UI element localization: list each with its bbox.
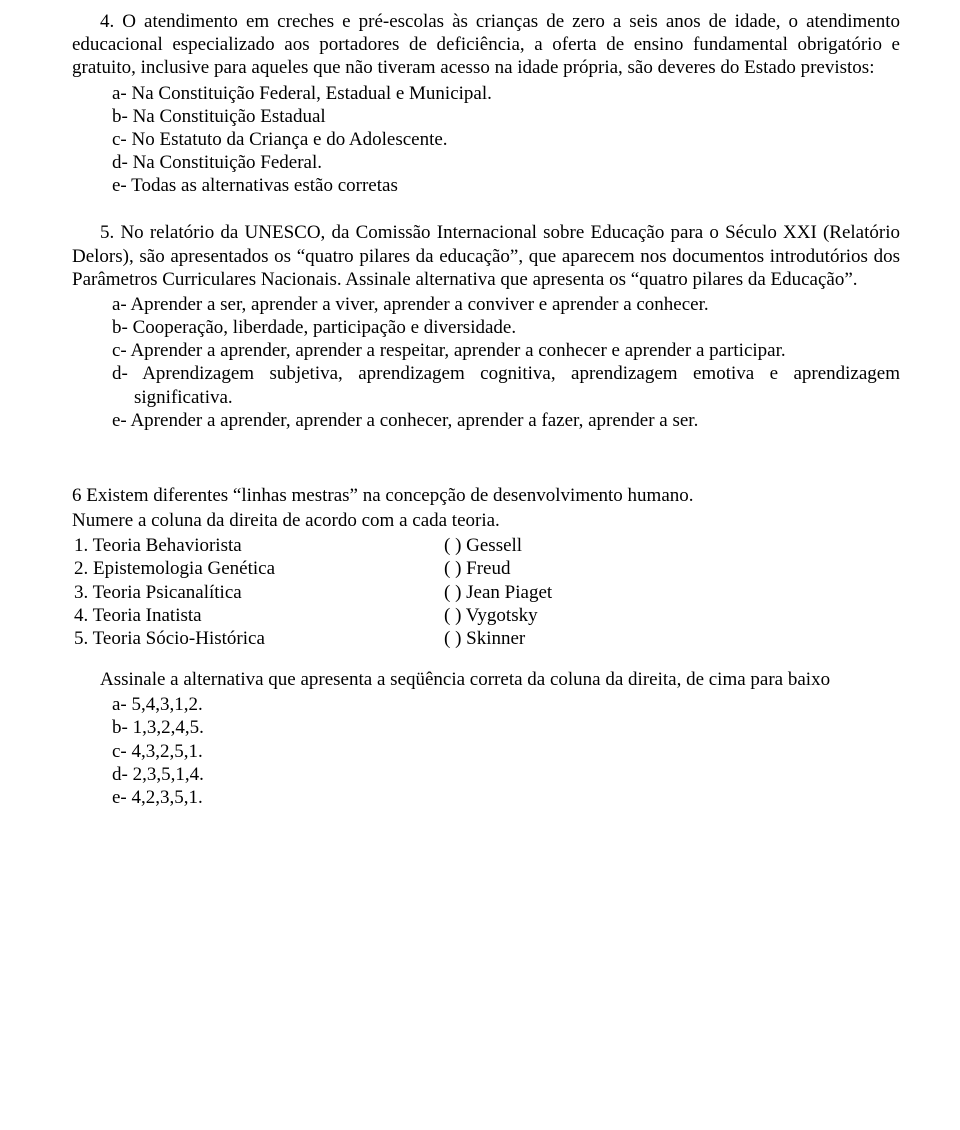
q4-option-d[interactable]: d- Na Constituição Federal. [112,151,900,174]
q4-stem: 4. O atendimento em creches e pré-escola… [72,10,900,80]
q6-stem-line1: 6 Existem diferentes “linhas mestras” na… [72,484,900,507]
q6-match-right-5[interactable]: ( ) Skinner [444,627,900,650]
q6-option-b[interactable]: b- 1,3,2,4,5. [112,716,900,739]
q6-stem-line2: Numere a coluna da direita de acordo com… [72,509,900,532]
q6-sequence-intro: Assinale a alternativa que apresenta a s… [72,668,900,691]
q5-option-b[interactable]: b- Cooperação, liberdade, participação e… [112,316,900,339]
q5-stem: 5. No relatório da UNESCO, da Comissão I… [72,221,900,291]
q5-option-e[interactable]: e- Aprender a aprender, aprender a conhe… [112,409,900,432]
q6-match-right-3[interactable]: ( ) Jean Piaget [444,581,900,604]
q6-match-left-2: 2. Epistemologia Genética [74,557,444,580]
q6-match-right-2[interactable]: ( ) Freud [444,557,900,580]
q6-match-left-5: 5. Teoria Sócio-Histórica [74,627,444,650]
q6-match-block: 1. Teoria Behaviorista ( ) Gessell 2. Ep… [72,534,900,650]
q6-option-e[interactable]: e- 4,2,3,5,1. [112,786,900,809]
q5-option-c[interactable]: c- Aprender a aprender, aprender a respe… [112,339,900,362]
q6-match-right-4[interactable]: ( ) Vygotsky [444,604,900,627]
q6-match-left-4: 4. Teoria Inatista [74,604,444,627]
q6-match-right-1[interactable]: ( ) Gessell [444,534,900,557]
q4-option-c[interactable]: c- No Estatuto da Criança e do Adolescen… [112,128,900,151]
spacer [72,456,900,484]
q6-match-row-1: 1. Teoria Behaviorista ( ) Gessell [74,534,900,557]
q6-match-row-2: 2. Epistemologia Genética ( ) Freud [74,557,900,580]
q4-option-b[interactable]: b- Na Constituição Estadual [112,105,900,128]
q6-option-d[interactable]: d- 2,3,5,1,4. [112,763,900,786]
q6-match-row-4: 4. Teoria Inatista ( ) Vygotsky [74,604,900,627]
q5-option-a[interactable]: a- Aprender a ser, aprender a viver, apr… [112,293,900,316]
q6-match-row-3: 3. Teoria Psicanalítica ( ) Jean Piaget [74,581,900,604]
q5-options: a- Aprender a ser, aprender a viver, apr… [72,293,900,432]
q4-option-a[interactable]: a- Na Constituição Federal, Estadual e M… [112,82,900,105]
q6-option-c[interactable]: c- 4,3,2,5,1. [112,740,900,763]
q4-options: a- Na Constituição Federal, Estadual e M… [72,82,900,198]
q6-match-left-3: 3. Teoria Psicanalítica [74,581,444,604]
q6-option-a[interactable]: a- 5,4,3,1,2. [112,693,900,716]
q4-option-e[interactable]: e- Todas as alternativas estão corretas [112,174,900,197]
q6-options: a- 5,4,3,1,2. b- 1,3,2,4,5. c- 4,3,2,5,1… [72,693,900,809]
q5-option-d[interactable]: d- Aprendizagem subjetiva, aprendizagem … [112,362,900,408]
q6-match-row-5: 5. Teoria Sócio-Histórica ( ) Skinner [74,627,900,650]
q6-match-left-1: 1. Teoria Behaviorista [74,534,444,557]
